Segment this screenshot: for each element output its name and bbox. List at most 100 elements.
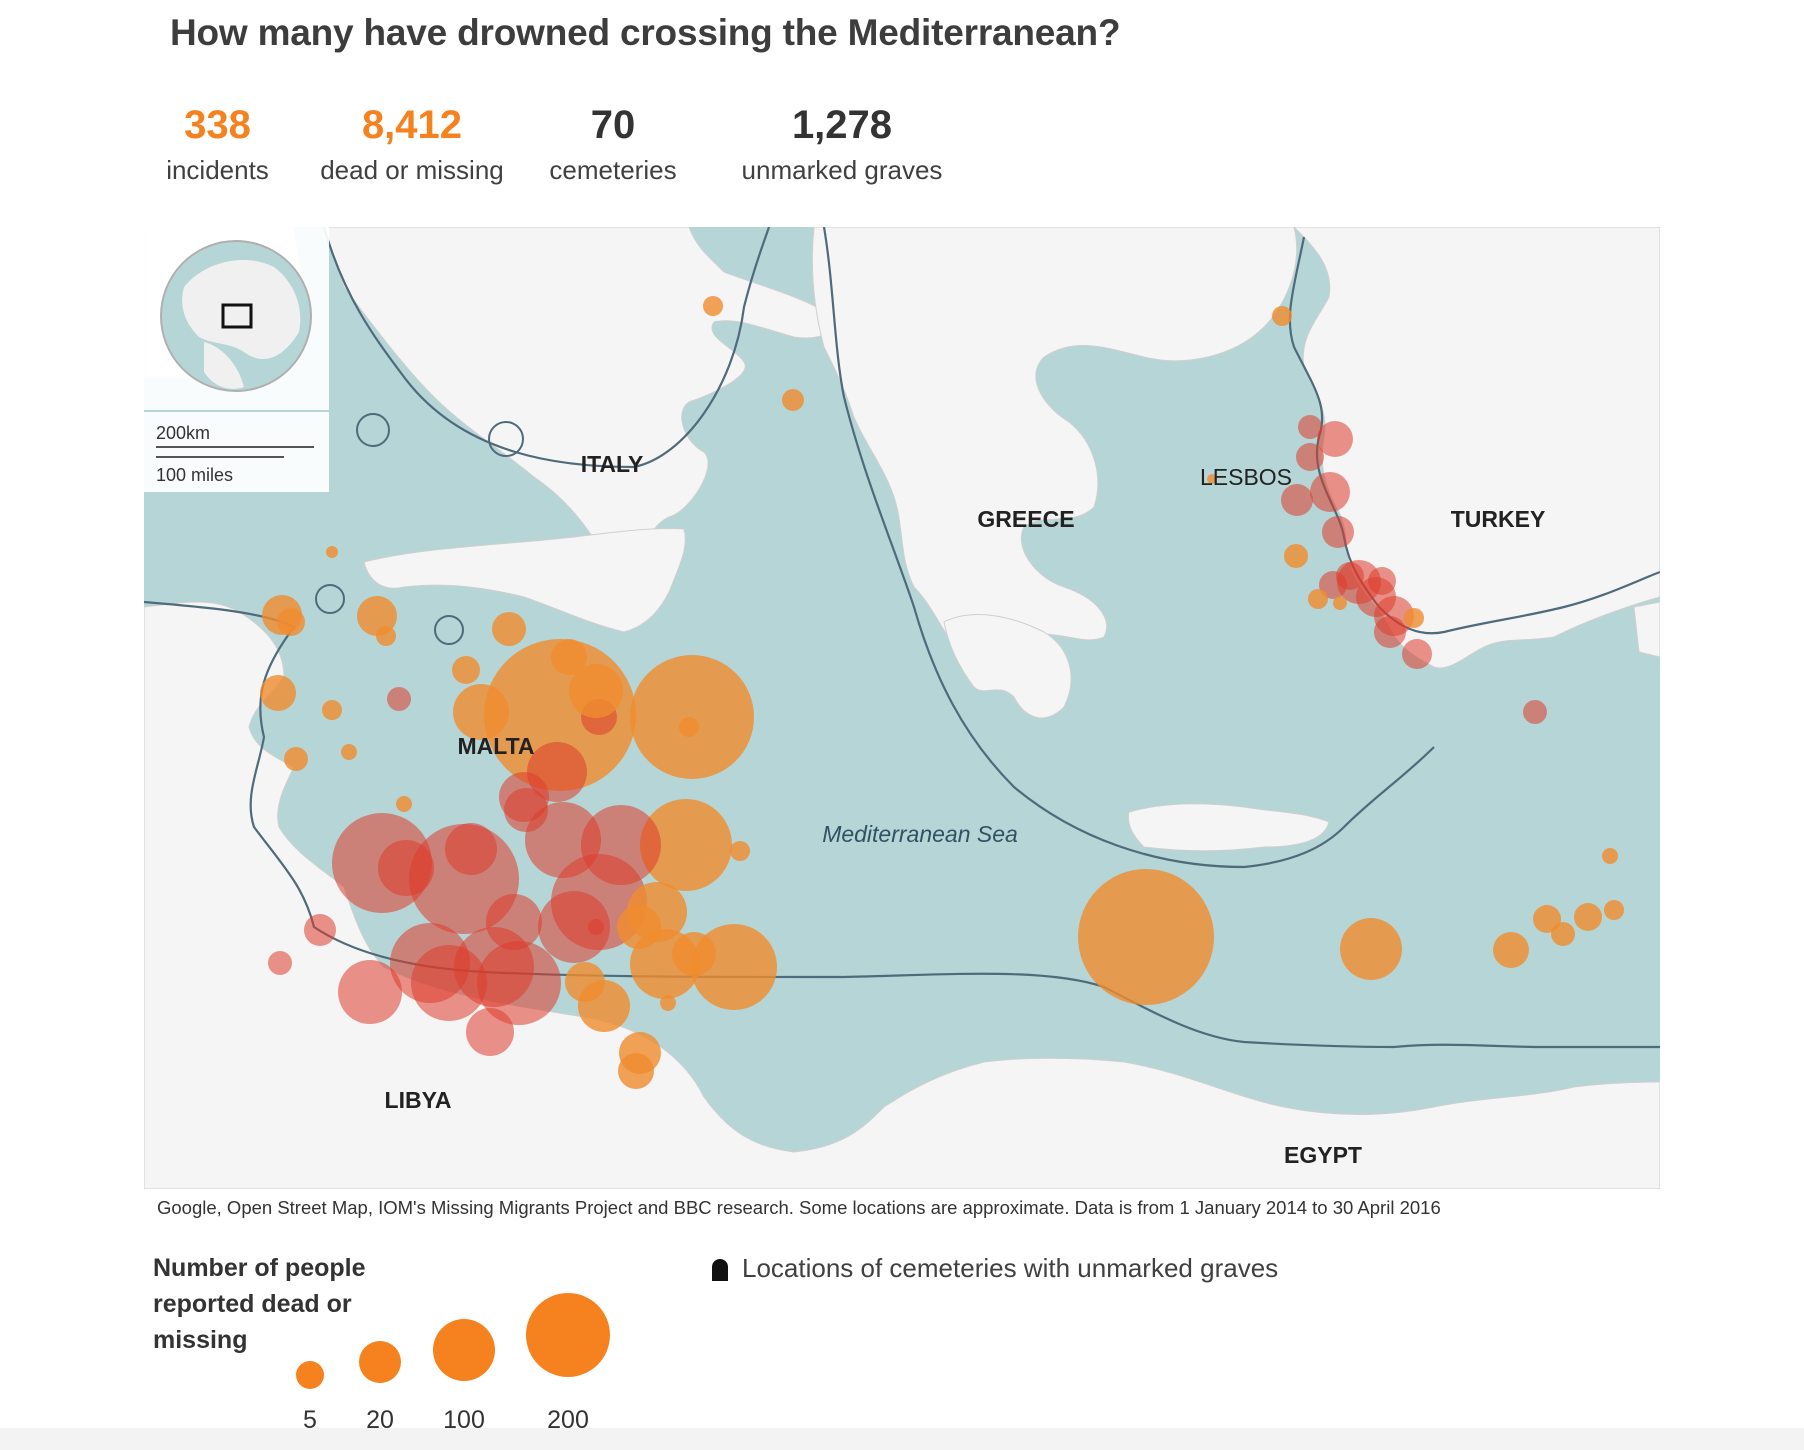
land-cyprus	[1633, 601, 1660, 658]
incident-bubble[interactable]	[730, 841, 750, 861]
incident-bubble[interactable]	[1298, 415, 1322, 439]
incident-bubble[interactable]	[1523, 700, 1547, 724]
label-greece: GREECE	[977, 506, 1074, 532]
incident-bubble[interactable]	[1493, 932, 1529, 968]
stat-incidents: 338 incidents	[140, 100, 295, 190]
locator-globe: 200km 100 miles	[144, 240, 329, 485]
land-sicily	[363, 528, 686, 633]
incident-bubble[interactable]	[1551, 922, 1575, 946]
stat-unmarked-graves-label: unmarked graves	[741, 155, 943, 185]
map-canvas[interactable]: ITALY GREECE LESBOS TURKEY MALTA LIBYA E…	[144, 227, 1660, 1189]
label-egypt: EGYPT	[1284, 1142, 1362, 1168]
page-footer-band	[0, 1428, 1804, 1450]
stat-dead-missing-value: 8,412	[361, 103, 463, 147]
incident-bubble[interactable]	[326, 546, 338, 558]
incident-bubble[interactable]	[1340, 918, 1402, 980]
incident-bubble[interactable]	[1374, 616, 1406, 648]
inset-panel: 200km 100 miles	[144, 227, 329, 492]
incident-bubble[interactable]	[1533, 905, 1561, 933]
stat-unmarked-graves: 1,278 unmarked graves	[724, 100, 960, 190]
incident-bubble[interactable]	[277, 608, 305, 636]
incident-bubble[interactable]	[486, 894, 542, 950]
incident-bubble[interactable]	[268, 951, 292, 975]
source-note: Google, Open Street Map, IOM's Missing M…	[157, 1197, 1441, 1218]
stats-bar: 338 incidents 8,412 dead or missing 70 c…	[140, 100, 1000, 200]
incident-bubble[interactable]	[1207, 474, 1217, 484]
incident-bubble[interactable]	[387, 687, 411, 711]
incident-bubble[interactable]	[581, 805, 661, 885]
incident-bubble[interactable]	[357, 596, 397, 636]
incident-bubble[interactable]	[1296, 443, 1324, 471]
incident-bubble[interactable]	[782, 389, 804, 411]
stat-cemeteries: 70 cemeteries	[538, 100, 688, 190]
island-outline	[488, 421, 524, 457]
map[interactable]: ITALY GREECE LESBOS TURKEY MALTA LIBYA E…	[144, 227, 1660, 1189]
incident-bubble[interactable]	[551, 639, 587, 675]
land-crete	[1127, 803, 1330, 852]
incident-bubble[interactable]	[703, 296, 723, 316]
incident-bubble[interactable]	[378, 840, 434, 896]
incident-bubble[interactable]	[1284, 544, 1308, 568]
label-malta: MALTA	[457, 733, 534, 759]
island-outline	[356, 413, 390, 447]
incident-bubble[interactable]	[492, 612, 526, 646]
stat-cemeteries-label: cemeteries	[549, 155, 677, 185]
incident-bubble[interactable]	[1336, 562, 1364, 590]
incident-bubble[interactable]	[630, 655, 754, 779]
legend-circle-20	[359, 1341, 401, 1383]
incident-bubble[interactable]	[640, 799, 732, 891]
label-libya: LIBYA	[385, 1087, 452, 1113]
incident-bubble[interactable]	[322, 700, 342, 720]
incident-bubble[interactable]	[1602, 848, 1618, 864]
locator-box	[221, 303, 253, 329]
incident-bubble[interactable]	[1272, 306, 1292, 326]
incident-bubble[interactable]	[260, 675, 296, 711]
incident-bubble[interactable]	[569, 664, 623, 718]
incident-bubble[interactable]	[1310, 472, 1350, 512]
incident-bubble[interactable]	[1308, 589, 1328, 609]
cemetery-legend-label: Locations of cemeteries with unmarked gr…	[742, 1253, 1279, 1283]
incident-bubble[interactable]	[578, 980, 630, 1032]
incident-bubble[interactable]	[453, 684, 509, 740]
incident-bubble[interactable]	[341, 744, 357, 760]
incident-bubble[interactable]	[679, 717, 699, 737]
page-title: How many have drowned crossing the Medit…	[170, 12, 1121, 53]
incident-bubble[interactable]	[284, 747, 308, 771]
incident-bubble[interactable]	[1368, 567, 1396, 595]
incident-bubble[interactable]	[618, 1053, 654, 1089]
incident-bubble[interactable]	[1604, 900, 1624, 920]
legend-label-5: 5	[303, 1406, 317, 1434]
incident-bubble[interactable]	[1078, 869, 1214, 1005]
incident-bubble[interactable]	[588, 919, 604, 935]
land-greece	[811, 227, 1298, 661]
land-north-africa	[144, 601, 1660, 1189]
incident-bubble[interactable]	[304, 914, 336, 946]
incident-bubble[interactable]	[1322, 516, 1354, 548]
label-italy: ITALY	[581, 451, 644, 477]
incident-bubble[interactable]	[452, 656, 480, 684]
incident-bubble[interactable]	[396, 796, 412, 812]
stat-dead-missing: 8,412 dead or missing	[312, 100, 512, 190]
maritime-border-greece	[822, 227, 1435, 869]
stat-dead-missing-label: dead or missing	[320, 155, 504, 185]
incident-bubble[interactable]	[1404, 608, 1424, 628]
incident-bubble[interactable]	[660, 995, 676, 1011]
incident-bubble[interactable]	[538, 891, 610, 963]
incident-bubble[interactable]	[338, 960, 402, 1024]
legend-circle-5	[296, 1361, 324, 1389]
incident-bubble[interactable]	[1317, 421, 1353, 457]
label-lesbos: LESBOS	[1200, 464, 1292, 490]
malta-outline	[434, 615, 464, 645]
incident-bubble[interactable]	[617, 905, 661, 949]
stat-unmarked-graves-value: 1,278	[791, 103, 893, 147]
incident-bubble[interactable]	[466, 1008, 514, 1056]
incident-bubble[interactable]	[672, 932, 716, 976]
incident-bubble[interactable]	[1402, 639, 1432, 669]
incident-bubble[interactable]	[504, 788, 548, 832]
incident-bubble[interactable]	[1281, 484, 1313, 516]
scale-km: 200km	[156, 423, 210, 443]
incident-bubble[interactable]	[1574, 903, 1602, 931]
incident-bubble[interactable]	[1333, 596, 1347, 610]
incident-bubble[interactable]	[445, 823, 497, 875]
incident-bubble[interactable]	[376, 626, 396, 646]
